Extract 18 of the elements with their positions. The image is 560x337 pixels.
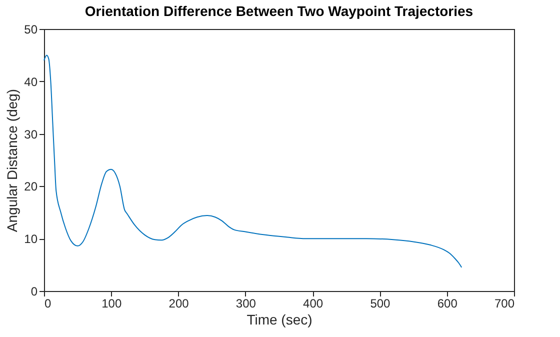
y-tick-label: 10 <box>24 232 38 246</box>
x-tick-label: 300 <box>236 296 256 310</box>
x-tick-label: 500 <box>370 296 391 310</box>
x-axis-title: Time (sec) <box>246 312 312 328</box>
x-tick-label: 600 <box>437 296 458 310</box>
line-series <box>44 54 462 268</box>
x-tick-label: 100 <box>102 296 122 310</box>
y-tick-label: 50 <box>24 22 38 36</box>
y-tick-label: 40 <box>24 74 38 89</box>
y-tick-label: 20 <box>24 180 38 194</box>
y-axis-title: Angular Distance (deg) <box>4 88 20 232</box>
x-tick-label: 200 <box>168 296 190 310</box>
x-tick-label: 400 <box>303 296 324 310</box>
x-tick-label: 700 <box>494 296 515 310</box>
y-tick-label: 0 <box>30 284 38 298</box>
x-tick-label: 0 <box>44 296 52 310</box>
chart-title: Orientation Difference Between Two Waypoint Trajectories <box>84 3 474 19</box>
y-tick-label: 30 <box>24 127 38 142</box>
